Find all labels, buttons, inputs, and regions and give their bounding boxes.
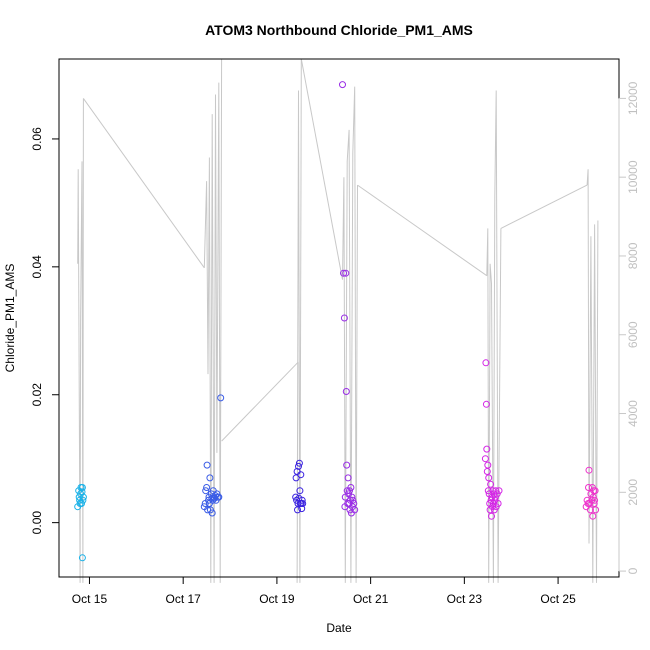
- data-point: [296, 487, 304, 495]
- x-axis-label: Date: [326, 621, 352, 635]
- x-tick-label: Oct 19: [259, 592, 295, 606]
- data-point: [208, 509, 216, 517]
- data-point: [349, 496, 357, 504]
- data-point: [482, 359, 490, 367]
- data-point: [340, 269, 347, 277]
- data-point: [483, 445, 491, 453]
- altitude-segment: [357, 184, 488, 277]
- data-point: [347, 484, 355, 491]
- data-point: [482, 400, 490, 408]
- altitude-segment: [586, 169, 599, 583]
- data-point: [215, 493, 223, 501]
- scatter-points-layer: [74, 81, 600, 562]
- data-point: [79, 493, 87, 501]
- data-point: [585, 484, 592, 491]
- data-point: [206, 474, 214, 482]
- data-point: [487, 480, 495, 488]
- data-point: [350, 500, 358, 507]
- data-point: [78, 484, 86, 491]
- data-point: [295, 459, 303, 467]
- plot-frame: [58, 58, 620, 578]
- y-tick-label: 0.00: [30, 511, 44, 535]
- data-point: [343, 461, 351, 469]
- y2-tick-label: 10000: [626, 160, 640, 194]
- data-point: [297, 471, 305, 479]
- altitude-segment: [486, 90, 502, 583]
- y2-tick-label: 2000: [626, 479, 640, 506]
- data-point: [292, 493, 300, 501]
- x-tick-label: Oct 17: [166, 592, 202, 606]
- x-tick-label: Oct 21: [353, 592, 389, 606]
- data-point: [346, 487, 353, 495]
- data-point: [298, 496, 306, 504]
- data-point: [298, 505, 306, 513]
- altitude-line-layer: [77, 58, 599, 583]
- y-tick-label: 0.04: [30, 255, 44, 279]
- data-point: [78, 500, 85, 507]
- x-axis: Oct 15 Oct 17 Oct 19 Oct 21 Oct 23 Oct 25: [72, 576, 576, 606]
- altitude-segment: [296, 58, 302, 583]
- data-point: [217, 394, 225, 402]
- altitude-segment: [221, 361, 299, 442]
- altitude-segment: [342, 86, 358, 583]
- x-tick-label: Oct 23: [447, 592, 483, 606]
- data-point: [78, 488, 86, 496]
- data-point: [351, 506, 359, 514]
- y-axis-label: Chloride_PM1_AMS: [3, 264, 17, 373]
- y-tick-label: 0.06: [30, 127, 44, 151]
- data-point: [488, 512, 495, 520]
- data-point: [342, 388, 350, 395]
- data-point: [591, 496, 599, 504]
- y2-tick-label: 0: [626, 567, 640, 574]
- data-point: [299, 500, 307, 507]
- altitude-segment: [300, 58, 343, 280]
- data-point: [340, 314, 348, 322]
- x-tick-label: Oct 15: [72, 592, 108, 606]
- y-axis-left: 0.00 0.02 0.04 0.06: [30, 127, 60, 535]
- data-point: [494, 500, 502, 507]
- data-point: [492, 487, 500, 495]
- data-point: [344, 474, 352, 482]
- data-point: [79, 496, 87, 504]
- data-point: [481, 455, 489, 463]
- data-point: [484, 461, 492, 469]
- data-point: [78, 554, 86, 562]
- data-point: [203, 484, 211, 491]
- y-axis-right: 0 2000 4000 6000 8000 10000 12000: [618, 81, 640, 574]
- data-point: [292, 474, 300, 482]
- y2-tick-label: 8000: [626, 242, 640, 269]
- data-point: [485, 474, 493, 482]
- data-point: [585, 466, 593, 474]
- data-point: [590, 500, 598, 507]
- data-point: [495, 487, 503, 495]
- y2-tick-label: 6000: [626, 321, 640, 348]
- chart-title: ATOM3 Northbound Chloride_PM1_AMS: [205, 22, 473, 38]
- data-point: [295, 462, 302, 470]
- data-point: [586, 506, 594, 514]
- data-point: [202, 487, 210, 495]
- data-point: [339, 81, 346, 89]
- data-point: [342, 269, 350, 277]
- altitude-segment: [77, 98, 84, 583]
- x-tick-label: Oct 25: [540, 592, 576, 606]
- altitude-segment: [500, 184, 588, 229]
- data-point: [592, 506, 600, 514]
- altitude-segment: [82, 98, 205, 269]
- data-point: [348, 493, 356, 501]
- data-point: [484, 487, 492, 495]
- data-point: [591, 487, 599, 495]
- y2-tick-label: 12000: [626, 81, 640, 115]
- y-tick-label: 0.02: [30, 383, 44, 407]
- data-point: [203, 461, 211, 469]
- data-point: [589, 512, 597, 520]
- altitude-segment: [203, 58, 223, 583]
- y2-tick-label: 4000: [626, 400, 640, 427]
